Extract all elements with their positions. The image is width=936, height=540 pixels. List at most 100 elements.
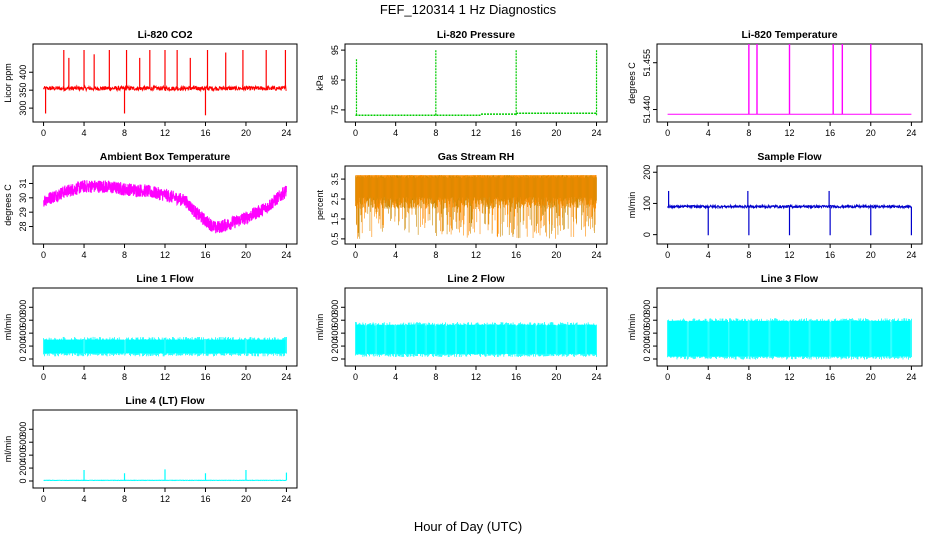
line1-series bbox=[43, 336, 287, 357]
co2-xtick-label: 24 bbox=[281, 128, 291, 138]
line3-xtick-label: 4 bbox=[706, 372, 711, 382]
ambient-ylabel: degrees C bbox=[3, 184, 13, 226]
temperature-xtick-label: 20 bbox=[866, 128, 876, 138]
temperature-xtick-label: 24 bbox=[906, 128, 916, 138]
rh-ytick-label: 1.5 bbox=[330, 213, 340, 226]
sample-ylabel: ml/min bbox=[627, 192, 637, 219]
panel-line4: Line 4 (LT) Flow 0 4 8 12 16 20 24 0 200400600800… bbox=[3, 395, 298, 504]
panel-co2: Li-820 CO2 0 4 8 12 16 20 24 300 350 400 Licor ppm bbox=[3, 29, 298, 138]
temperature-xtick-label: 0 bbox=[665, 128, 670, 138]
line3-xtick-label: 8 bbox=[746, 372, 751, 382]
line3-ytick-label: 600 bbox=[642, 313, 652, 328]
ambient-ytick-label: 31 bbox=[18, 178, 28, 188]
panel-rh: Gas Stream RH 0 4 8 12 16 20 24 0.5 1.5 2.5 3.5 perc… bbox=[315, 151, 608, 260]
pressure-xtick-label: 20 bbox=[551, 128, 561, 138]
rh-xtick-label: 0 bbox=[353, 250, 358, 260]
panel-temperature: Li-820 Temperature 0 4 8 12 16 20 24 51.440 51.45… bbox=[627, 29, 923, 138]
line1-ytick-label: 200 bbox=[18, 339, 28, 354]
line2-ytick-label: 0 bbox=[330, 356, 340, 361]
rh-ytick-label: 2.5 bbox=[330, 193, 340, 206]
rh-ytick-label: 0.5 bbox=[330, 233, 340, 246]
rh-series bbox=[355, 175, 597, 239]
line4-xtick-label: 20 bbox=[241, 494, 251, 504]
ambient-title: Ambient Box Temperature bbox=[100, 151, 231, 163]
sample-ytick-label: 200 bbox=[642, 165, 652, 180]
line1-ytick-label: 0 bbox=[18, 356, 28, 361]
co2-xtick-label: 12 bbox=[160, 128, 170, 138]
line1-xtick-label: 16 bbox=[200, 372, 210, 382]
pressure-plot-frame bbox=[344, 43, 608, 123]
rh-xtick-label: 8 bbox=[433, 250, 438, 260]
line1-xtick-label: 0 bbox=[41, 372, 46, 382]
line4-xtick-label: 12 bbox=[160, 494, 170, 504]
sample-xtick-label: 4 bbox=[706, 250, 711, 260]
line4-ytick-label: 800 bbox=[18, 422, 28, 437]
rh-xtick-label: 24 bbox=[592, 250, 602, 260]
sample-ytick-label: 100 bbox=[642, 196, 652, 211]
panel-ambient: Ambient Box Temperature 0 4 8 12 16 20 24 28 29 30… bbox=[3, 151, 298, 260]
panel-sample: Sample Flow 0 4 8 12 16 20 24 0 100 200 ml/min bbox=[627, 151, 923, 260]
line4-xtick-label: 8 bbox=[122, 494, 127, 504]
line2-title: Line 2 Flow bbox=[447, 273, 505, 285]
line1-ytick-label: 800 bbox=[18, 300, 28, 315]
ambient-xtick-label: 12 bbox=[160, 250, 170, 260]
rh-xtick-label: 20 bbox=[551, 250, 561, 260]
line2-ylabel: ml/min bbox=[315, 314, 325, 341]
line2-xtick-label: 20 bbox=[551, 372, 561, 382]
line3-title: Line 3 Flow bbox=[761, 273, 819, 285]
co2-ytick-label: 300 bbox=[18, 101, 28, 116]
line4-ytick-label: 600 bbox=[18, 435, 28, 450]
co2-xtick-label: 8 bbox=[122, 128, 127, 138]
ambient-xtick-label: 8 bbox=[122, 250, 127, 260]
co2-ylabel: Licor ppm bbox=[3, 63, 13, 103]
temperature-ylabel: degrees C bbox=[627, 62, 637, 104]
ambient-series-line bbox=[43, 179, 287, 234]
rh-xtick-label: 4 bbox=[393, 250, 398, 260]
pressure-ytick-label: 85 bbox=[330, 75, 340, 85]
line3-ytick-label: 800 bbox=[642, 300, 652, 315]
line3-ytick-label: 400 bbox=[642, 326, 652, 341]
line2-ytick-label: 200 bbox=[330, 339, 340, 354]
pressure-title: Li-820 Pressure bbox=[437, 29, 515, 41]
co2-xtick-label: 0 bbox=[41, 128, 46, 138]
figure-xlabel: Hour of Day (UTC) bbox=[414, 519, 522, 534]
temperature-ytick-label: 51.455 bbox=[642, 49, 652, 77]
line3-xtick-label: 20 bbox=[866, 372, 876, 382]
line3-xtick-label: 12 bbox=[784, 372, 794, 382]
line2-xtick-label: 24 bbox=[592, 372, 602, 382]
line2-xtick-label: 12 bbox=[471, 372, 481, 382]
line4-title: Line 4 (LT) Flow bbox=[125, 395, 205, 407]
line4-xtick-label: 4 bbox=[82, 494, 87, 504]
line4-ylabel: ml/min bbox=[3, 436, 13, 463]
line1-ylabel: ml/min bbox=[3, 314, 13, 341]
sample-xtick-label: 16 bbox=[825, 250, 835, 260]
co2-xtick-label: 20 bbox=[241, 128, 251, 138]
sample-ytick-label: 0 bbox=[642, 232, 652, 237]
line3-ylabel: ml/min bbox=[627, 314, 637, 341]
line1-xtick-label: 24 bbox=[281, 372, 291, 382]
line3-xtick-label: 24 bbox=[906, 372, 916, 382]
temperature-series bbox=[667, 44, 912, 115]
figure-title: FEF_120314 1 Hz Diagnostics bbox=[380, 2, 557, 17]
line1-xtick-label: 20 bbox=[241, 372, 251, 382]
line3-series bbox=[667, 318, 912, 360]
line3-ytick-label: 200 bbox=[642, 339, 652, 354]
pressure-ytick-label: 95 bbox=[330, 45, 340, 55]
ambient-xtick-label: 20 bbox=[241, 250, 251, 260]
line1-ytick-label: 400 bbox=[18, 326, 28, 341]
sample-series bbox=[667, 190, 913, 236]
line2-series bbox=[355, 322, 597, 358]
line3-xtick-label: 16 bbox=[825, 372, 835, 382]
line3-flow-block bbox=[668, 320, 687, 357]
line2-xtick-label: 16 bbox=[511, 372, 521, 382]
line4-ytick-label: 400 bbox=[18, 448, 28, 463]
ambient-ytick-label: 30 bbox=[18, 193, 28, 203]
line2-xtick-label: 8 bbox=[433, 372, 438, 382]
pressure-xtick-label: 24 bbox=[592, 128, 602, 138]
ambient-xtick-label: 16 bbox=[200, 250, 210, 260]
line3-ytick-label: 0 bbox=[642, 356, 652, 361]
line1-xtick-label: 8 bbox=[122, 372, 127, 382]
